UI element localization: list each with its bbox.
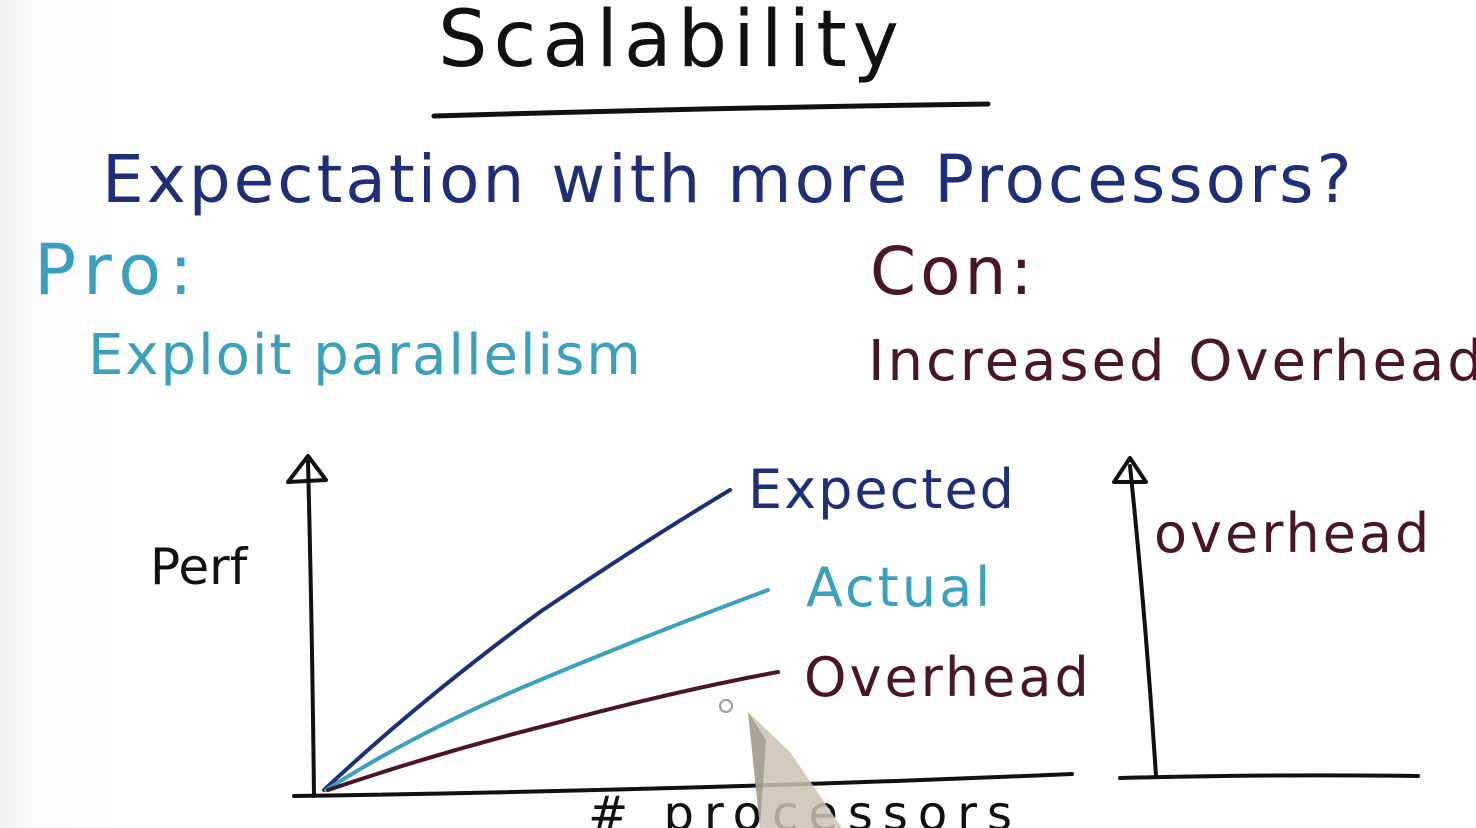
overhead-y-axis: [1128, 464, 1158, 778]
con-label: Con:: [870, 233, 1037, 310]
perf-chart: Perf # processors Expected Actual Overhe…: [150, 454, 1092, 828]
title-underline: [431, 101, 991, 119]
perf-y-label: Perf: [150, 538, 249, 596]
con-text: Increased Overhead: [868, 329, 1476, 394]
overhead-y-label: overhead: [1154, 502, 1432, 565]
question-heading: Expectation with more Processors?: [102, 141, 1355, 218]
overhead-x-axis: [1118, 773, 1420, 780]
pro-label: Pro:: [34, 229, 201, 311]
perf-x-axis: [292, 772, 1074, 798]
pro-text: Exploit parallelism: [88, 323, 643, 388]
overhead-y-axis-arrow-icon: [1112, 456, 1148, 484]
series-line-actual: [324, 588, 770, 792]
overhead-chart: overhead: [1112, 456, 1432, 780]
series-label-overhead: Overhead: [804, 646, 1092, 709]
series-label-actual: Actual: [806, 556, 993, 619]
series-label-expected: Expected: [748, 458, 1016, 521]
series-line-expected: [322, 488, 732, 792]
series-line-overhead: [326, 670, 780, 792]
perf-y-axis-arrow-icon: [286, 454, 328, 484]
pen-tip-icon: [719, 699, 842, 828]
slide-title: Scalability: [438, 0, 905, 85]
perf-y-axis: [306, 460, 316, 798]
